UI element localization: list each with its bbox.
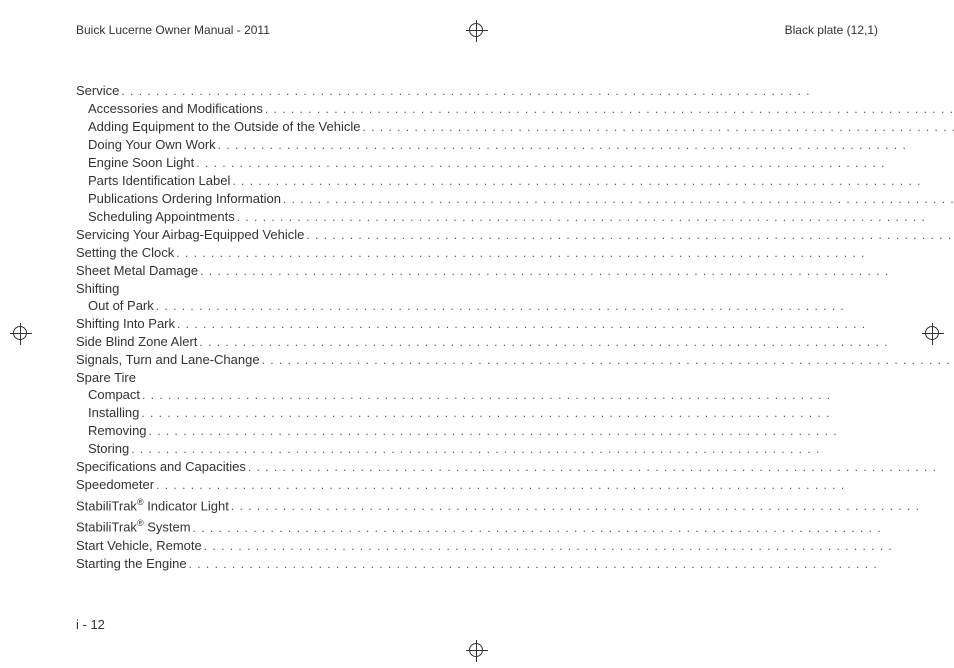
index-entry: Shifting. . . . . . . . . . . . . . . . … [76, 280, 954, 297]
cropmark-top [466, 20, 488, 42]
cropmark-left [10, 323, 32, 345]
index-entry-label: Compact [88, 386, 140, 403]
index-entry-dots: . . . . . . . . . . . . . . . . . . . . … [246, 459, 954, 476]
index-entry-dots: . . . . . . . . . . . . . . . . . . . . … [202, 538, 954, 555]
index-entry-label: Scheduling Appointments [88, 208, 235, 225]
index-entry-label: Shifting [76, 280, 119, 297]
index-entry-label: Adding Equipment to the Outside of the V… [88, 118, 360, 135]
index-entry-dots: . . . . . . . . . . . . . . . . . . . . … [140, 387, 954, 404]
index-entry: Storing. . . . . . . . . . . . . . . . .… [76, 440, 954, 458]
index-entry-dots: . . . . . . . . . . . . . . . . . . . . … [154, 477, 954, 494]
index-entry-dots: . . . . . . . . . . . . . . . . . . . . … [260, 352, 954, 369]
index-entry: Start Vehicle, Remote. . . . . . . . . .… [76, 537, 954, 555]
index-entry-dots: . . . . . . . . . . . . . . . . . . . . … [154, 298, 954, 315]
index-entry-label: Accessories and Modifications [88, 100, 263, 117]
index-entry-dots: . . . . . . . . . . . . . . . . . . . . … [147, 423, 954, 440]
index-entry: Accessories and Modifications. . . . . .… [76, 100, 954, 118]
index-entry-dots: . . . . . . . . . . . . . . . . . . . . … [216, 137, 954, 154]
index-entry: StabiliTrak® System. . . . . . . . . . .… [76, 515, 954, 536]
index-entry-dots: . . . . . . . . . . . . . . . . . . . . … [263, 101, 954, 118]
index-entry-dots: . . . . . . . . . . . . . . . . . . . . … [360, 119, 954, 136]
index-entry-label: StabiliTrak® System [76, 515, 191, 535]
index-entry-label: Storing [88, 440, 129, 457]
index-entry: Signals, Turn and Lane-Change. . . . . .… [76, 351, 954, 369]
index-entry-label: Out of Park [88, 297, 154, 314]
index-entry-dots: . . . . . . . . . . . . . . . . . . . . … [187, 556, 954, 573]
index-entry-dots: . . . . . . . . . . . . . . . . . . . . … [229, 498, 954, 515]
index-entry-label: Speedometer [76, 476, 154, 493]
index-column-left: Service. . . . . . . . . . . . . . . . .… [76, 82, 954, 608]
index-entry-dots: . . . . . . . . . . . . . . . . . . . . … [119, 83, 954, 100]
index-entry: Service. . . . . . . . . . . . . . . . .… [76, 82, 954, 100]
index-entry-label: Setting the Clock [76, 244, 174, 261]
index-entry-dots: . . . . . . . . . . . . . . . . . . . . … [129, 441, 954, 458]
index-entry-label: Engine Soon Light [88, 154, 194, 171]
page: Buick Lucerne Owner Manual - 2011 Black … [0, 0, 954, 668]
index-entry-dots: . . . . . . . . . . . . . . . . . . . . … [235, 209, 954, 226]
index-entry-label: Parts Identification Label [88, 172, 230, 189]
index-entry-dots: . . . . . . . . . . . . . . . . . . . . … [194, 155, 954, 172]
header-right: Black plate (12,1) [785, 23, 878, 37]
index-entry-label: Specifications and Capacities [76, 458, 246, 475]
index-entry: Spare Tire. . . . . . . . . . . . . . . … [76, 369, 954, 386]
index-entry-label: Removing [88, 422, 147, 439]
index-entry-dots: . . . . . . . . . . . . . . . . . . . . … [230, 173, 954, 190]
index-entry-label: Shifting Into Park [76, 315, 175, 332]
index-entry: Setting the Clock. . . . . . . . . . . .… [76, 244, 954, 262]
index-columns: Service. . . . . . . . . . . . . . . . .… [76, 82, 878, 608]
index-entry-dots: . . . . . . . . . . . . . . . . . . . . … [175, 316, 954, 333]
index-entry-label: Start Vehicle, Remote [76, 537, 202, 554]
index-entry: Out of Park. . . . . . . . . . . . . . .… [76, 297, 954, 315]
index-entry-label: Starting the Engine [76, 555, 187, 572]
index-entry: Speedometer. . . . . . . . . . . . . . .… [76, 476, 954, 494]
index-entry-label: Servicing Your Airbag-Equipped Vehicle [76, 226, 304, 243]
index-entry: Parts Identification Label. . . . . . . … [76, 172, 954, 190]
index-entry-label: Doing Your Own Work [88, 136, 216, 153]
index-entry: StabiliTrak® Indicator Light. . . . . . … [76, 494, 954, 515]
index-entry-dots: . . . . . . . . . . . . . . . . . . . . … [281, 191, 954, 208]
index-entry-label: Sheet Metal Damage [76, 262, 198, 279]
index-entry: Sheet Metal Damage. . . . . . . . . . . … [76, 262, 954, 280]
index-entry: Engine Soon Light. . . . . . . . . . . .… [76, 154, 954, 172]
index-entry-label: Signals, Turn and Lane-Change [76, 351, 260, 368]
index-entry: Installing. . . . . . . . . . . . . . . … [76, 404, 954, 422]
index-entry-dots: . . . . . . . . . . . . . . . . . . . . … [191, 520, 954, 537]
index-entry-dots: . . . . . . . . . . . . . . . . . . . . … [197, 334, 954, 351]
index-entry: Shifting Into Park. . . . . . . . . . . … [76, 315, 954, 333]
index-entry-dots: . . . . . . . . . . . . . . . . . . . . … [304, 227, 954, 244]
index-entry: Specifications and Capacities. . . . . .… [76, 458, 954, 476]
index-entry: Side Blind Zone Alert. . . . . . . . . .… [76, 333, 954, 351]
index-entry-label: Spare Tire [76, 369, 136, 386]
index-entry: Doing Your Own Work. . . . . . . . . . .… [76, 136, 954, 154]
index-entry: Removing. . . . . . . . . . . . . . . . … [76, 422, 954, 440]
index-entry-label: Service [76, 82, 119, 99]
index-entry-label: Installing [88, 404, 139, 421]
index-entry: Starting the Engine. . . . . . . . . . .… [76, 555, 954, 573]
index-entry-label: Publications Ordering Information [88, 190, 281, 207]
index-entry: Compact. . . . . . . . . . . . . . . . .… [76, 386, 954, 404]
index-entry: Servicing Your Airbag-Equipped Vehicle. … [76, 226, 954, 244]
header-left: Buick Lucerne Owner Manual - 2011 [76, 23, 270, 37]
index-entry-label: StabiliTrak® Indicator Light [76, 494, 229, 514]
index-entry-label: Side Blind Zone Alert [76, 333, 197, 350]
page-footer: i - 12 [76, 617, 105, 632]
index-entry-dots: . . . . . . . . . . . . . . . . . . . . … [139, 405, 954, 422]
index-entry-dots: . . . . . . . . . . . . . . . . . . . . … [174, 245, 954, 262]
index-entry: Adding Equipment to the Outside of the V… [76, 118, 954, 136]
cropmark-bottom [466, 640, 488, 662]
index-entry: Scheduling Appointments. . . . . . . . .… [76, 208, 954, 226]
index-entry-dots: . . . . . . . . . . . . . . . . . . . . … [198, 263, 954, 280]
index-entry: Publications Ordering Information. . . .… [76, 190, 954, 208]
